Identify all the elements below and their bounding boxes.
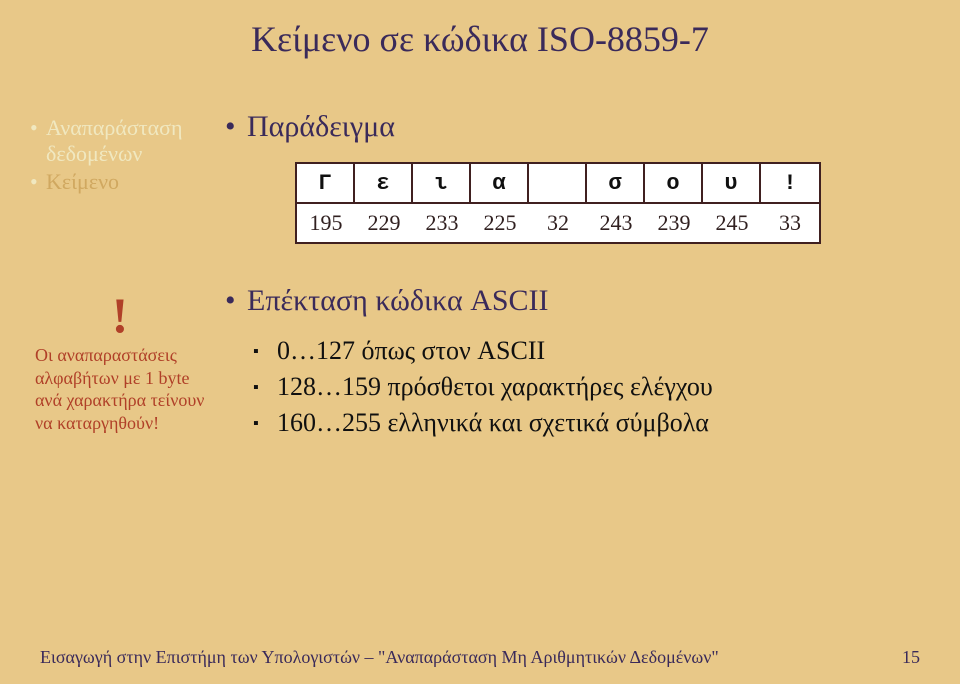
- extension-item: 160…255 ελληνικά και σχετικά σύμβολα: [253, 408, 940, 438]
- char-table: Γ ε ι α σ ο υ ! 195 229 233 225 32 243 2…: [295, 162, 821, 244]
- code-cell: 239: [645, 204, 703, 242]
- code-cell: 233: [413, 204, 471, 242]
- context-item: Αναπαράσταση δεδομένων: [30, 115, 220, 167]
- char-cell: ο: [645, 164, 703, 202]
- code-cell: 32: [529, 204, 587, 242]
- footer-text: Εισαγωγή στην Επιστήμη των Υπολογιστών –…: [40, 647, 719, 668]
- slide-title: Κείμενο σε κώδικα ISO-8859-7: [0, 0, 960, 60]
- char-cell: σ: [587, 164, 645, 202]
- code-cell: 243: [587, 204, 645, 242]
- warning-callout: ! Οι αναπαραστάσεις αλφαβήτων με 1 byte …: [35, 290, 205, 434]
- char-cell: ι: [413, 164, 471, 202]
- context-sidebar: Αναπαράσταση δεδομένων Κείμενο: [30, 115, 220, 197]
- warning-icon: !: [35, 290, 205, 340]
- slide-footer: Εισαγωγή στην Επιστήμη των Υπολογιστών –…: [40, 647, 920, 668]
- char-row-chars: Γ ε ι α σ ο υ !: [297, 164, 819, 202]
- page-number: 15: [902, 647, 920, 668]
- char-cell: α: [471, 164, 529, 202]
- code-cell: 195: [297, 204, 355, 242]
- char-cell: ε: [355, 164, 413, 202]
- char-row-codes: 195 229 233 225 32 243 239 245 33: [297, 202, 819, 242]
- example-heading: Παράδειγμα: [225, 110, 940, 144]
- extension-item: 0…127 όπως στον ASCII: [253, 336, 940, 366]
- main-content: Παράδειγμα Γ ε ι α σ ο υ ! 195 229 233 2…: [225, 110, 940, 444]
- context-item-active: Κείμενο: [30, 169, 220, 195]
- code-cell: 33: [761, 204, 819, 242]
- char-cell: Γ: [297, 164, 355, 202]
- char-cell: υ: [703, 164, 761, 202]
- code-cell: 229: [355, 204, 413, 242]
- extension-list: 0…127 όπως στον ASCII 128…159 πρόσθετοι …: [253, 336, 940, 438]
- code-cell: 245: [703, 204, 761, 242]
- context-list: Αναπαράσταση δεδομένων Κείμενο: [30, 115, 220, 195]
- char-cell: !: [761, 164, 819, 202]
- code-cell: 225: [471, 204, 529, 242]
- char-cell: [529, 164, 587, 202]
- extension-heading: Επέκταση κώδικα ASCII: [225, 284, 940, 318]
- warning-text: Οι αναπαραστάσεις αλφαβήτων με 1 byte αν…: [35, 344, 205, 434]
- extension-item: 128…159 πρόσθετοι χαρακτήρες ελέγχου: [253, 372, 940, 402]
